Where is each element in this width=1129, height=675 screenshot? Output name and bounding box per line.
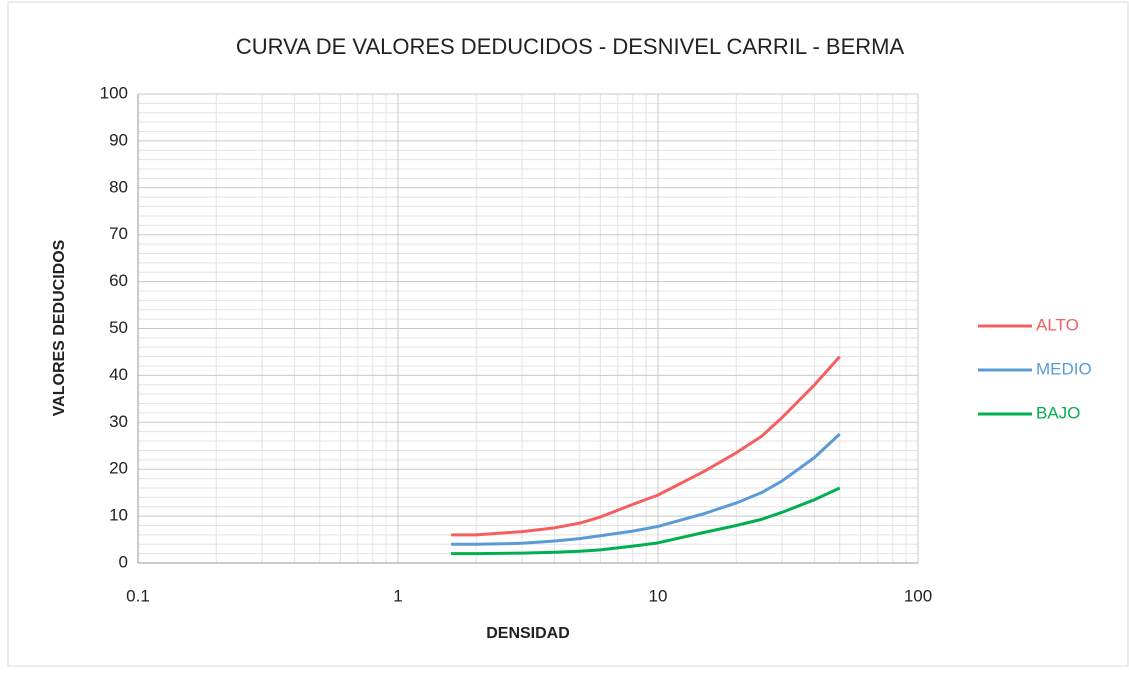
series-line: [451, 355, 841, 537]
x-tick-label: 10: [649, 586, 668, 605]
series-line: [451, 432, 841, 546]
series-line: [451, 486, 841, 556]
y-tick-label: 60: [109, 271, 128, 290]
y-tick-label: 90: [109, 130, 128, 149]
x-tick-label: 1: [393, 586, 402, 605]
y-tick-label: 0: [119, 552, 128, 571]
y-axis-label: VALORES DEDUCIDOS: [51, 239, 68, 416]
y-tick-label: 70: [109, 224, 128, 243]
chart-title: CURVA DE VALORES DEDUCIDOS - DESNIVEL CA…: [236, 34, 905, 59]
y-tick-label: 40: [109, 365, 128, 384]
legend-label: BAJO: [1036, 403, 1080, 422]
x-tick-label: 100: [904, 586, 932, 605]
legend-label: ALTO: [1036, 315, 1079, 334]
legend-label: MEDIO: [1036, 359, 1092, 378]
x-axis-label: DENSIDAD: [486, 625, 570, 642]
y-tick-label: 20: [109, 459, 128, 478]
y-tick-label: 100: [100, 83, 128, 102]
y-tick-label: 10: [109, 506, 128, 525]
y-tick-label: 30: [109, 412, 128, 431]
y-tick-label: 80: [109, 177, 128, 196]
y-tick-label: 50: [109, 318, 128, 337]
chart-border: [7, 1, 1129, 667]
x-tick-label: 0.1: [126, 586, 150, 605]
